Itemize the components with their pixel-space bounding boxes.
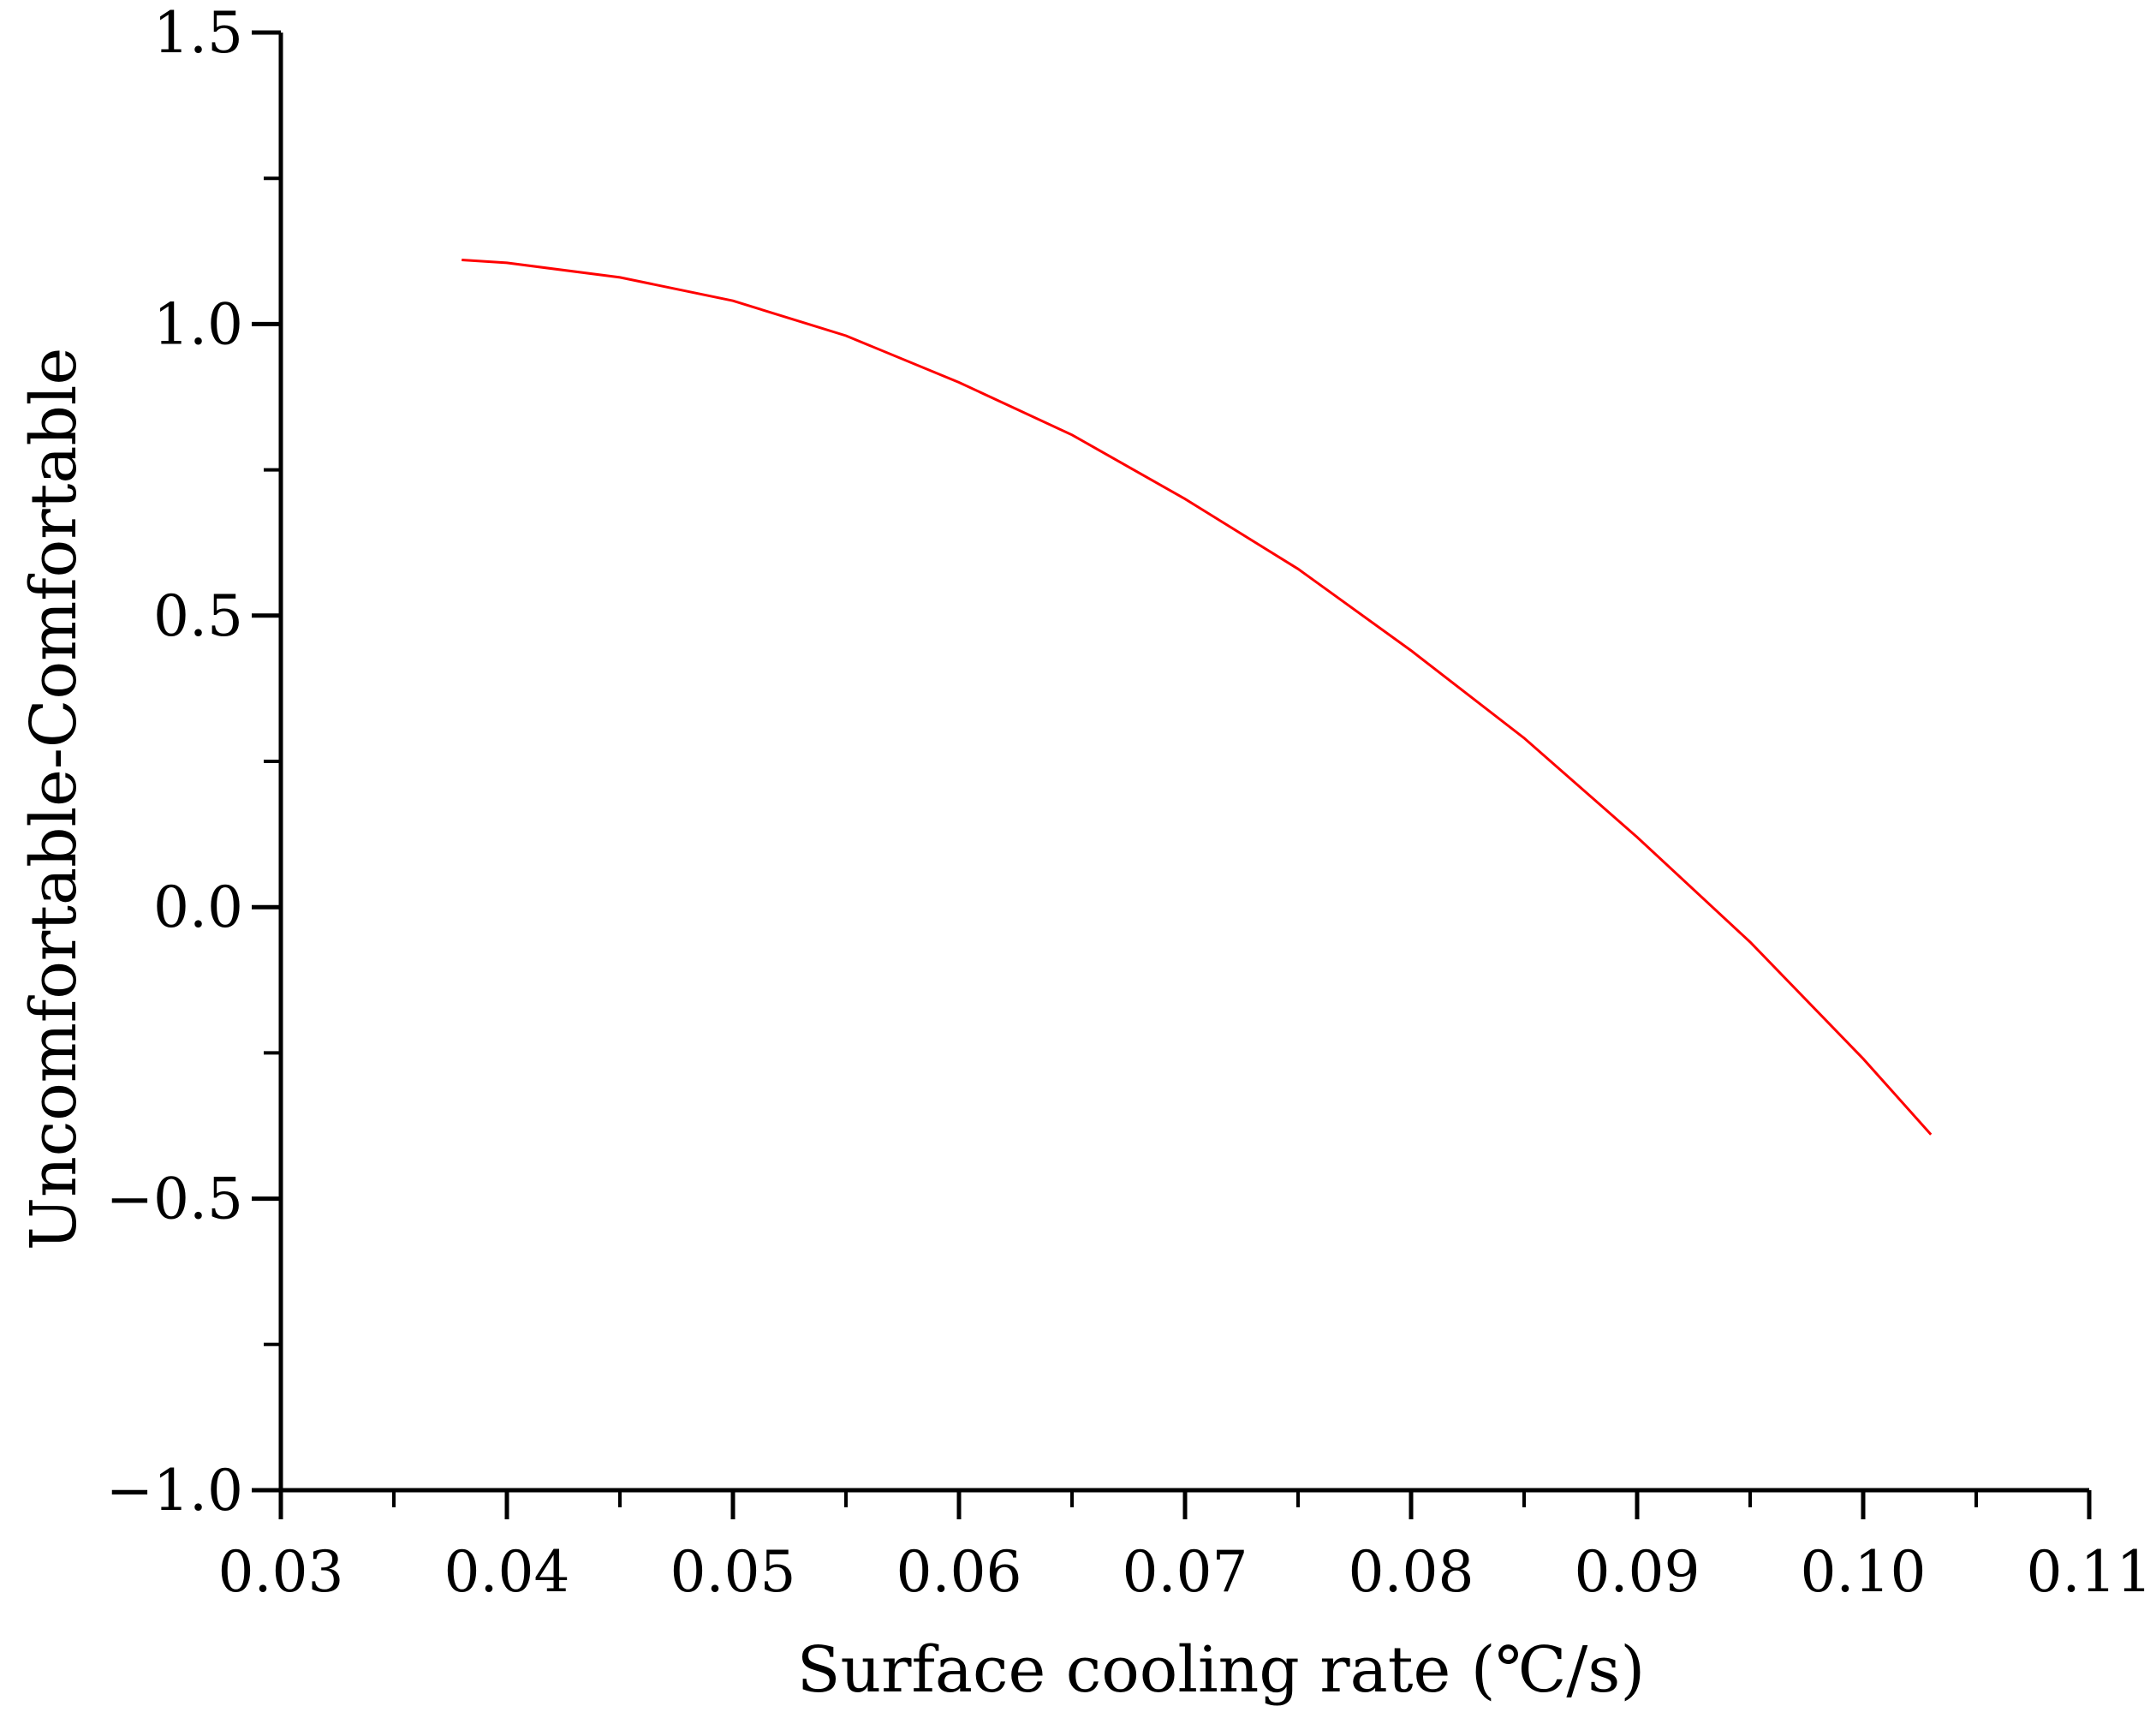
series-line — [462, 259, 1933, 1136]
x-tick-label: 0.07 — [1123, 1539, 1248, 1605]
x-axis-tick-labels: 0.03 0.04 0.05 0.06 0.07 0.08 0.09 0.10 0.11 — [218, 1539, 2153, 1605]
axes — [278, 33, 2089, 1493]
x-tick-label: 0.03 — [218, 1539, 344, 1605]
x-tick-label: 0.11 — [2027, 1539, 2153, 1605]
series — [462, 259, 1933, 1136]
x-axis-title: Surface cooling rate (℃/s) — [797, 1633, 1645, 1707]
x-tick-label: 0.04 — [444, 1539, 570, 1605]
x-tick-label: 0.09 — [1575, 1539, 1700, 1605]
y-axis-title: Uncomfortable-Comfortable — [17, 348, 91, 1251]
x-tick-label: 0.08 — [1349, 1539, 1474, 1605]
x-tick-label: 0.05 — [670, 1539, 796, 1605]
y-tick-label: −0.5 — [106, 1166, 243, 1232]
y-tick-label: 1.0 — [153, 291, 243, 357]
x-tick-label: 0.06 — [896, 1539, 1022, 1605]
y-tick-label: 0.0 — [153, 874, 243, 940]
x-axis-ticks — [278, 1490, 2092, 1519]
y-tick-label: 0.5 — [153, 583, 243, 649]
y-tick-label: −1.0 — [106, 1458, 243, 1524]
y-tick-label: 1.5 — [153, 0, 243, 66]
y-axis-ticks — [252, 30, 281, 1493]
x-tick-label: 0.10 — [1801, 1539, 1927, 1605]
y-axis-tick-labels: −1.0 −0.5 0.0 0.5 1.0 1.5 — [106, 0, 243, 1524]
